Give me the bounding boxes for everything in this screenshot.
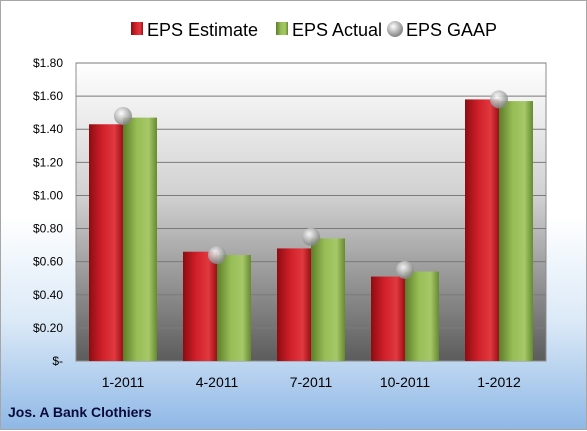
marker-eps-gaap xyxy=(396,260,414,279)
legend-label-eps-actual: EPS Actual xyxy=(292,20,382,40)
legend-swatch-eps-actual xyxy=(276,22,288,35)
plot-area: $- $0.20 $0.40 $0.60 $0.80 $1.00 $1.20 $1.40 $1.… xyxy=(33,56,547,390)
bar-eps-estimate xyxy=(371,276,405,361)
y-tick-label: $1.80 xyxy=(33,56,63,70)
y-tick-label: $0.40 xyxy=(33,288,63,302)
marker-eps-gaap xyxy=(302,227,320,246)
marker-eps-gaap xyxy=(114,106,132,125)
bar-eps-actual xyxy=(499,101,533,362)
x-tick-label: 7-2011 xyxy=(290,374,333,390)
legend-marker-eps-gaap xyxy=(387,21,403,37)
bar-eps-actual xyxy=(123,117,157,361)
marker-eps-gaap xyxy=(490,90,508,109)
bar-eps-estimate xyxy=(465,99,499,361)
y-tick-label: $0.20 xyxy=(33,321,63,335)
y-tick-label: $1.60 xyxy=(33,89,63,103)
bar-eps-actual xyxy=(217,255,251,361)
bar-eps-estimate xyxy=(89,124,123,361)
x-tick-label: 10-2011 xyxy=(380,374,431,390)
x-tick-label: 1-2011 xyxy=(102,374,145,390)
bar-eps-actual xyxy=(405,271,439,361)
y-tick-label: $0.80 xyxy=(33,222,63,236)
x-tick-label: 1-2012 xyxy=(477,374,521,390)
x-tick-label: 4-2011 xyxy=(196,374,239,390)
legend-label-eps-estimate: EPS Estimate xyxy=(147,20,258,40)
marker-eps-gaap xyxy=(208,246,226,265)
bar-eps-estimate xyxy=(277,248,311,361)
legend-label-eps-gaap: EPS GAAP xyxy=(406,20,497,40)
legend: EPS Estimate EPS Actual EPS GAAP xyxy=(131,20,497,40)
legend-swatch-eps-estimate xyxy=(131,22,143,35)
y-tick-label: $0.60 xyxy=(33,255,63,269)
bar-eps-estimate xyxy=(183,251,217,361)
bar-eps-actual xyxy=(311,238,345,361)
company-caption: Jos. A Bank Clothiers xyxy=(8,404,152,420)
y-tick-label: $1.40 xyxy=(33,122,63,136)
y-tick-label: $1.20 xyxy=(33,155,63,169)
y-tick-label: $- xyxy=(52,354,63,368)
y-tick-label: $1.00 xyxy=(33,188,63,202)
